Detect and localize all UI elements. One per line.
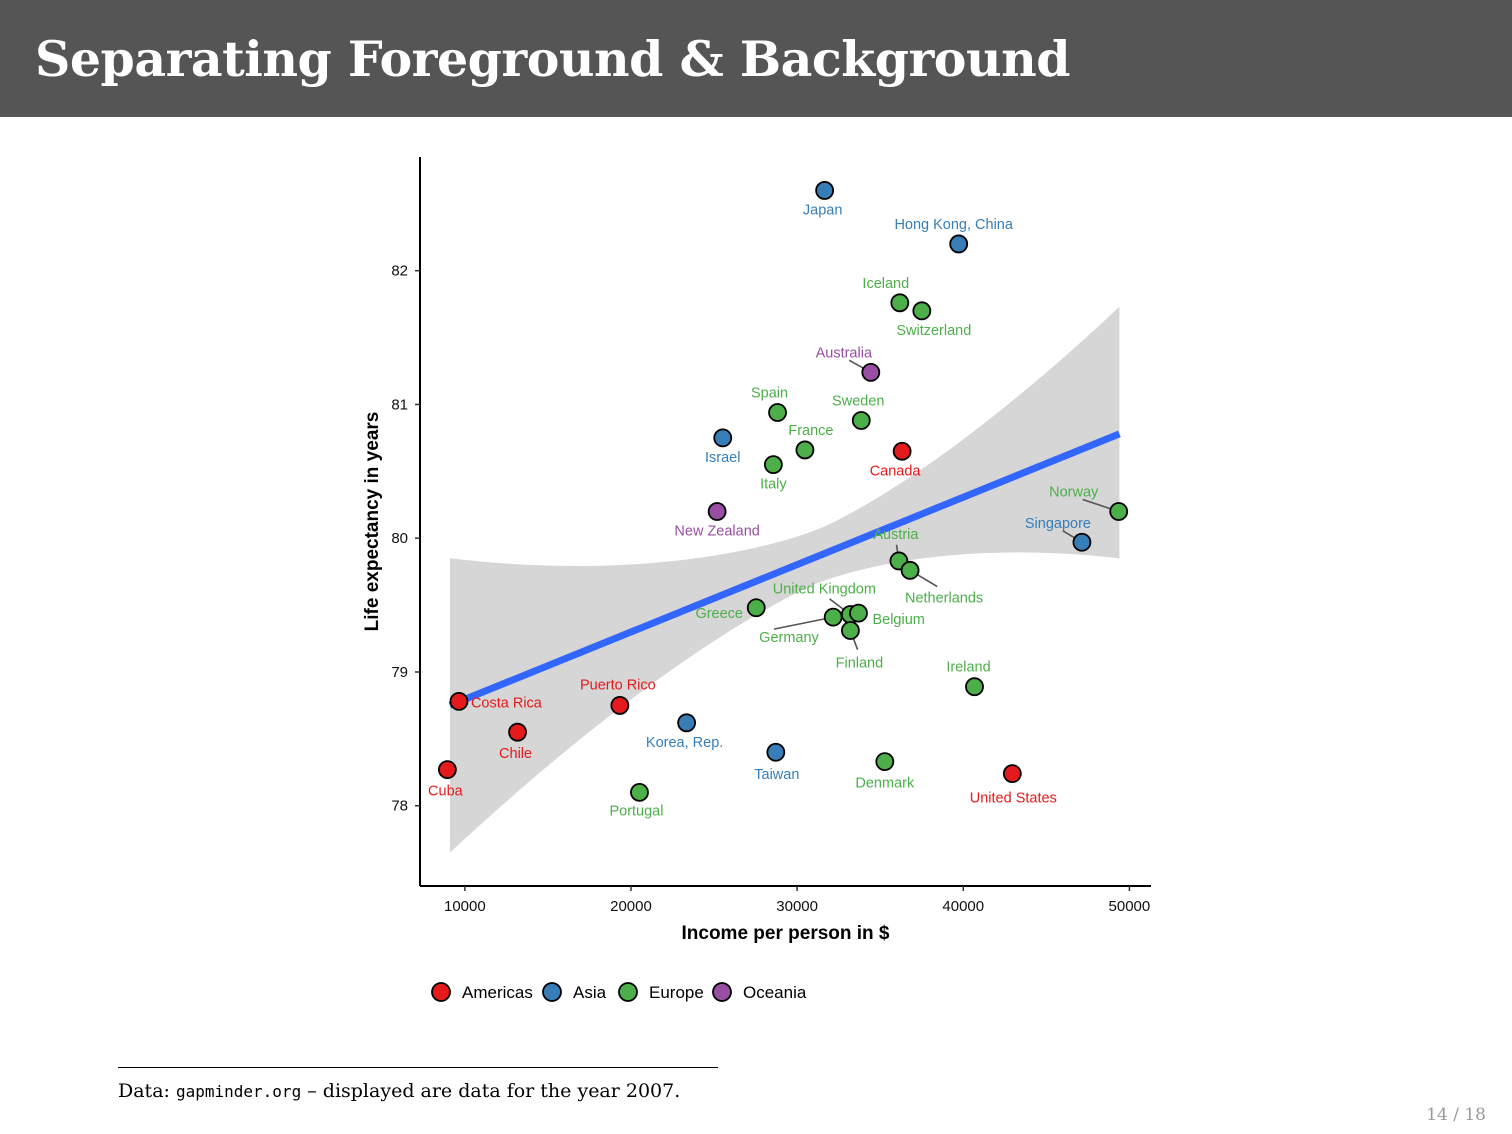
point-costa-rica bbox=[449, 692, 469, 711]
legend-label-americas: Americas bbox=[462, 983, 533, 1002]
axes: 10000 20000 30000 40000 50000 78 79 80 81 82 Incom… bbox=[362, 157, 1151, 944]
x-tick-label: 30000 bbox=[776, 898, 818, 915]
point-new-zealand bbox=[707, 502, 727, 521]
label-belgium: Belgium bbox=[872, 612, 924, 628]
point-israel bbox=[713, 428, 733, 448]
y-tick-label: 78 bbox=[391, 798, 408, 815]
point-korea-rep bbox=[677, 713, 697, 733]
label-new-zealand: New Zealand bbox=[674, 523, 759, 539]
label-united-states: United States bbox=[970, 791, 1057, 807]
label-ireland: Ireland bbox=[946, 660, 990, 676]
point-hong-kong-china bbox=[949, 234, 969, 254]
point-australia bbox=[861, 362, 881, 382]
x-tick-label: 10000 bbox=[444, 898, 486, 915]
point-portugal bbox=[630, 782, 649, 802]
point-greece bbox=[746, 598, 766, 618]
point-iceland bbox=[890, 293, 910, 313]
footnote: Data: gapminder.org – displayed are data… bbox=[118, 1067, 718, 1102]
point-sweden bbox=[851, 411, 871, 430]
label-austria: Austria bbox=[873, 527, 919, 543]
confidence-band-area bbox=[449, 306, 1120, 853]
point-belgium bbox=[849, 603, 868, 623]
label-germany: Germany bbox=[759, 630, 819, 646]
label-switzerland: Switzerland bbox=[896, 323, 971, 339]
x-tick-label: 40000 bbox=[942, 898, 984, 915]
point-switzerland bbox=[912, 301, 932, 321]
leader-germany bbox=[773, 616, 834, 630]
point-spain bbox=[768, 403, 787, 422]
x-axis-title: Income per person in $ bbox=[682, 923, 890, 944]
legend-swatch-americas bbox=[431, 982, 451, 1002]
point-united-states bbox=[1002, 764, 1022, 784]
y-tick-label: 82 bbox=[391, 263, 408, 280]
legend-swatch-europe bbox=[618, 982, 638, 1002]
footnote-prefix: Data: bbox=[118, 1080, 176, 1102]
label-france: France bbox=[788, 423, 833, 439]
y-axis-title: Life expectancy in years bbox=[362, 412, 383, 632]
y-tick-label: 81 bbox=[391, 396, 408, 413]
point-cuba bbox=[437, 760, 457, 780]
point-italy bbox=[763, 455, 783, 475]
point-netherlands bbox=[900, 560, 920, 580]
label-singapore: Singapore bbox=[1025, 516, 1091, 532]
label-denmark: Denmark bbox=[855, 776, 915, 792]
label-iceland: Iceland bbox=[862, 276, 909, 292]
footnote-suffix: – displayed are data for the year 2007. bbox=[301, 1080, 681, 1102]
point-singapore bbox=[1072, 532, 1092, 552]
point-norway bbox=[1109, 502, 1129, 521]
point-japan bbox=[815, 181, 835, 200]
label-italy: Italy bbox=[760, 477, 787, 493]
title-bar: Separating Foreground & Background bbox=[0, 0, 1512, 117]
legend-label-europe: Europe bbox=[649, 983, 704, 1002]
label-sweden: Sweden bbox=[832, 394, 884, 410]
regression-line bbox=[448, 430, 1121, 709]
footnote-source-link[interactable]: gapminder.org bbox=[175, 1082, 302, 1101]
label-puerto-rico: Puerto Rico bbox=[580, 677, 656, 693]
legend-swatch-oceania bbox=[712, 982, 732, 1002]
label-united-kingdom: United Kingdom bbox=[773, 581, 876, 597]
point-chile bbox=[508, 722, 527, 742]
label-chile: Chile bbox=[499, 746, 532, 762]
point-germany bbox=[823, 607, 843, 627]
label-japan: Japan bbox=[803, 202, 843, 218]
label-norway: Norway bbox=[1049, 484, 1099, 500]
label-netherlands: Netherlands bbox=[905, 590, 983, 606]
x-tick-label: 50000 bbox=[1109, 898, 1151, 915]
label-korea-rep: Korea, Rep. bbox=[646, 735, 723, 751]
label-cuba: Cuba bbox=[428, 784, 464, 800]
confidence-band bbox=[449, 306, 1120, 853]
label-portugal: Portugal bbox=[609, 803, 663, 819]
point-puerto-rico bbox=[610, 696, 630, 715]
slide-title: Separating Foreground & Background bbox=[35, 30, 1070, 88]
point-labels: Japan Hong Kong, China Iceland Switzerland A… bbox=[428, 202, 1099, 819]
label-spain: Spain bbox=[751, 385, 788, 401]
label-israel: Israel bbox=[705, 450, 740, 466]
label-finland: Finland bbox=[836, 656, 884, 672]
trend-line bbox=[448, 430, 1121, 709]
point-canada bbox=[892, 441, 912, 461]
label-greece: Greece bbox=[695, 606, 743, 622]
x-tick-label: 20000 bbox=[610, 898, 652, 915]
legend: Americas Asia Europe Oceania bbox=[431, 982, 807, 1002]
point-finland bbox=[841, 621, 860, 640]
legend-swatch-asia bbox=[542, 982, 562, 1002]
label-costa-rica: Costa Rica bbox=[471, 695, 543, 711]
point-taiwan bbox=[766, 742, 786, 762]
label-hong-kong-china: Hong Kong, China bbox=[894, 217, 1013, 233]
legend-label-asia: Asia bbox=[573, 983, 607, 1002]
page-number: 14 / 18 bbox=[1426, 1105, 1486, 1125]
label-taiwan: Taiwan bbox=[754, 767, 799, 783]
legend-label-oceania: Oceania bbox=[743, 983, 807, 1002]
point-ireland bbox=[965, 677, 984, 697]
label-canada: Canada bbox=[870, 463, 922, 479]
point-denmark bbox=[875, 752, 895, 772]
label-australia: Australia bbox=[816, 345, 873, 361]
y-tick-label: 80 bbox=[391, 530, 408, 547]
data-points bbox=[437, 181, 1129, 802]
y-tick-label: 79 bbox=[391, 664, 408, 681]
point-france bbox=[795, 440, 815, 460]
